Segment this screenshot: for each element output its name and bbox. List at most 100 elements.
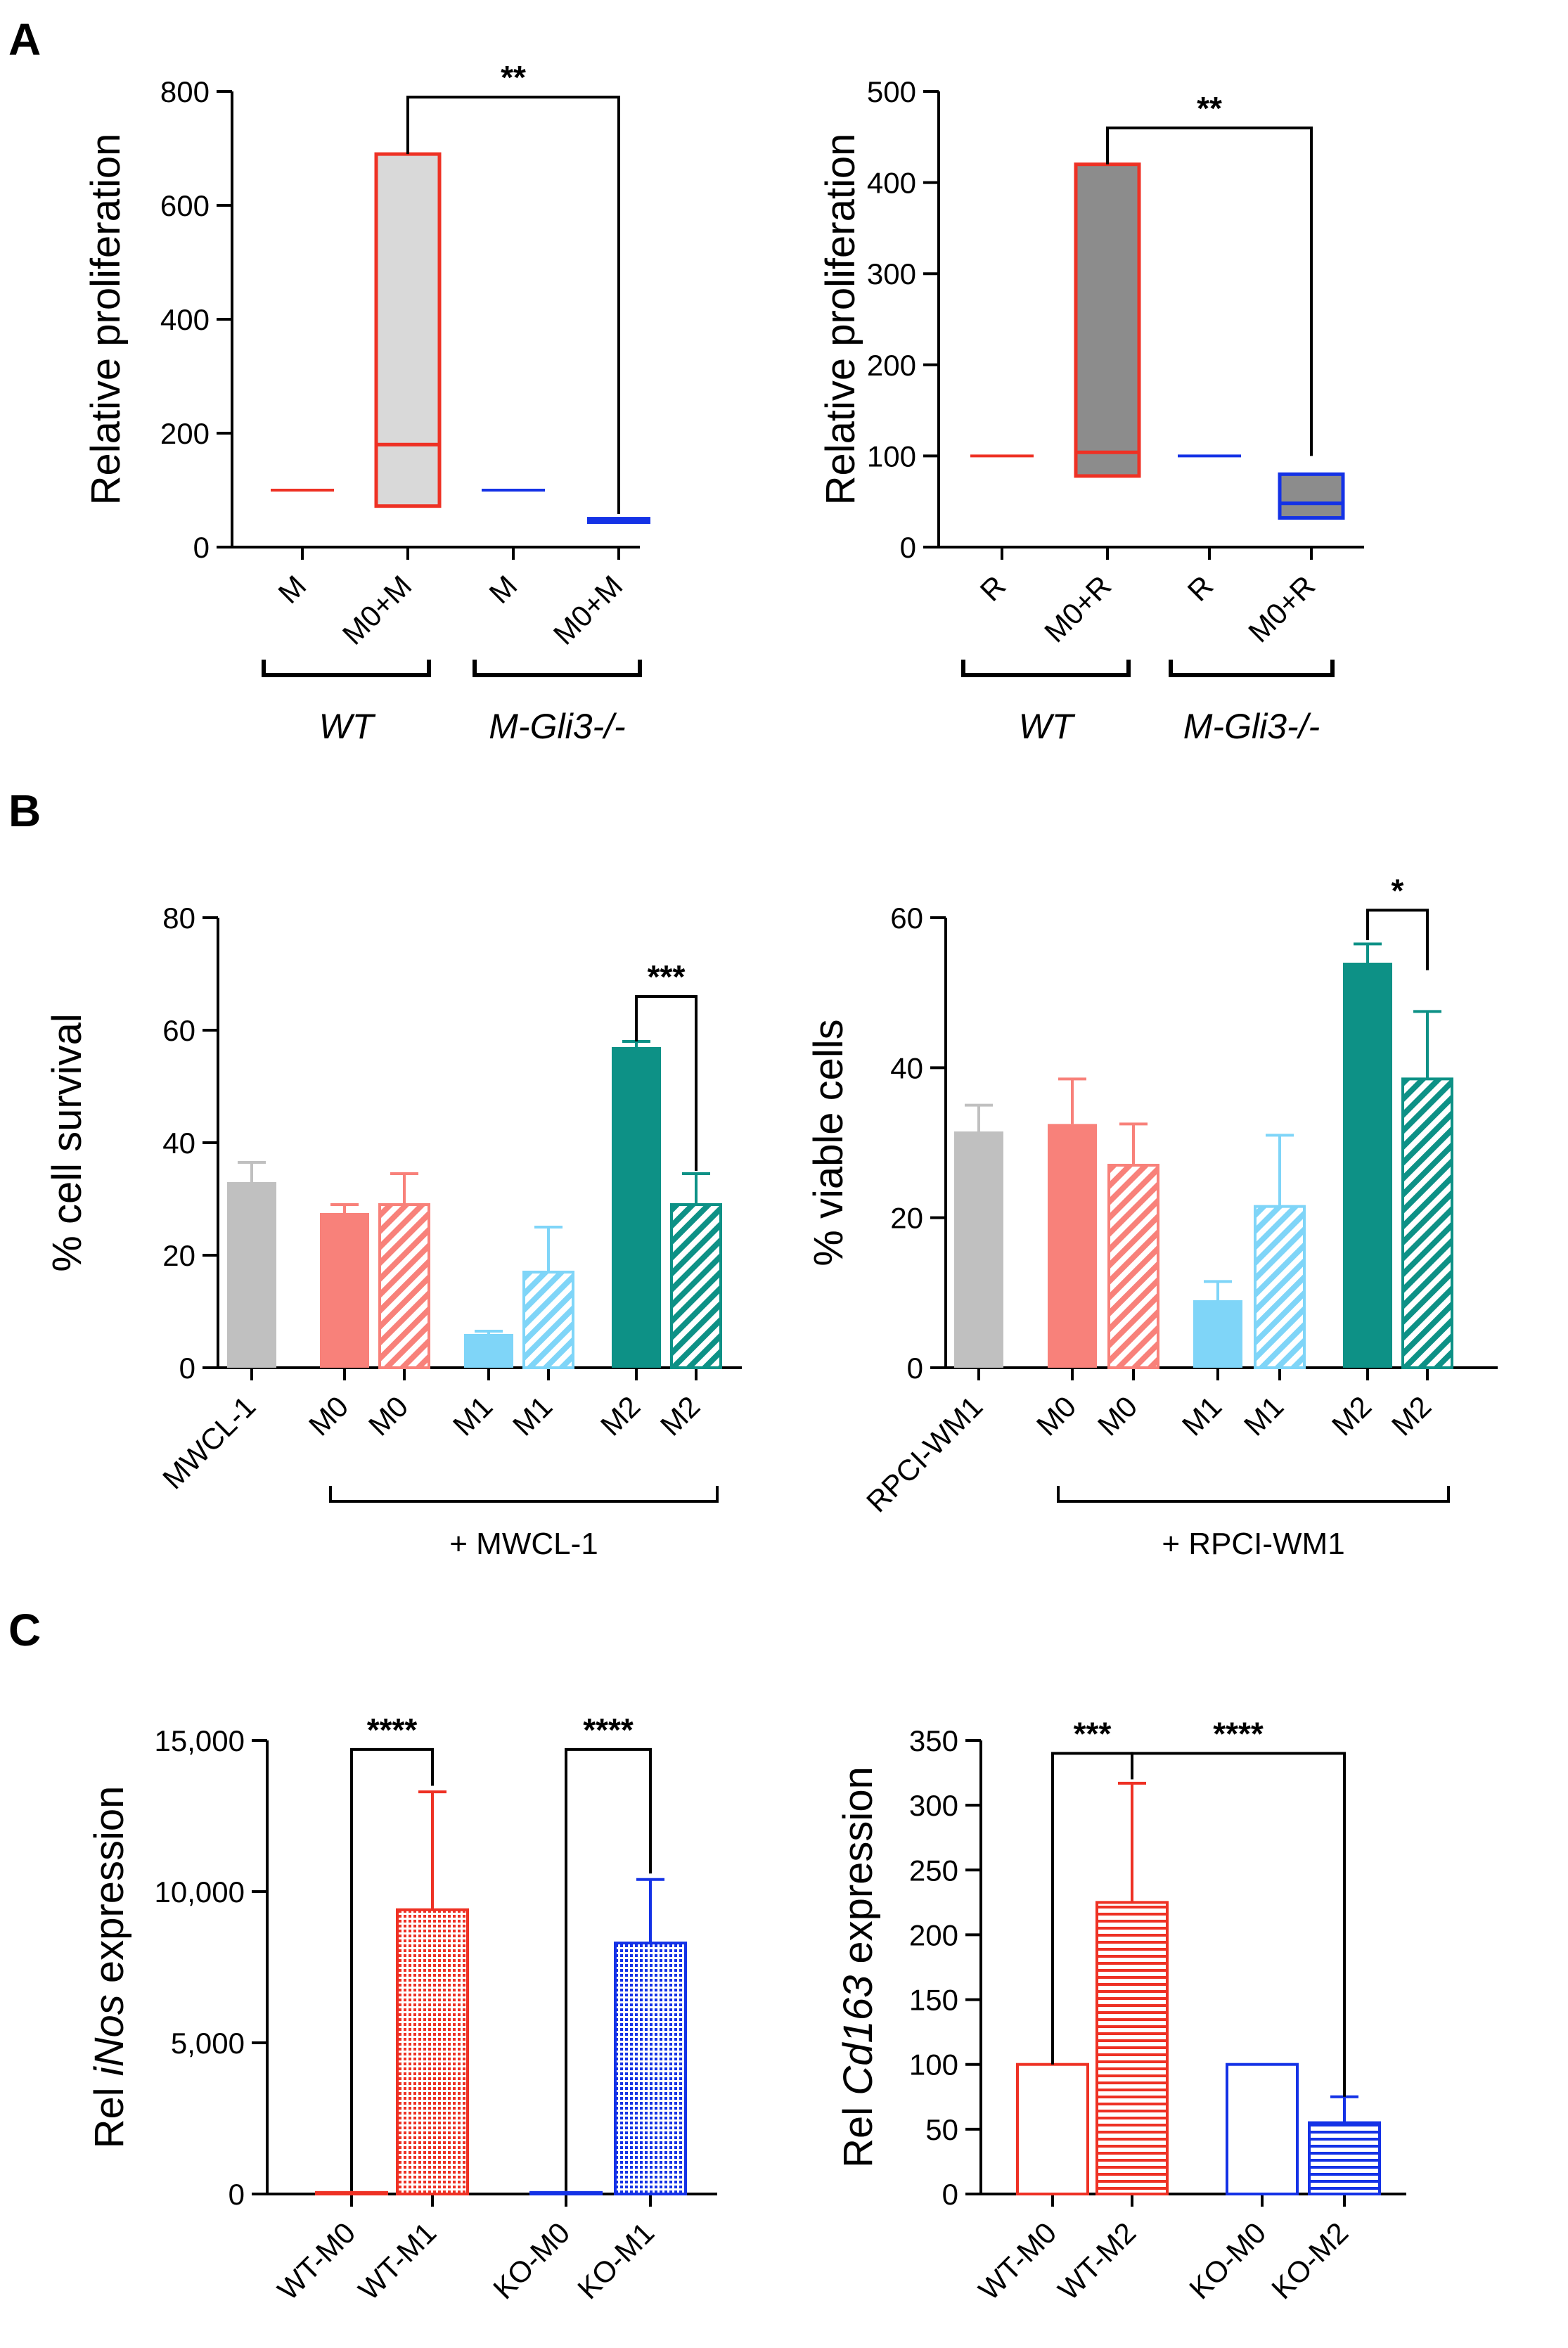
bar xyxy=(320,1213,369,1368)
x-tick-label: M0 xyxy=(1030,1390,1083,1442)
y-tick-label: 500 xyxy=(867,75,916,108)
panel-label-b: B xyxy=(8,785,41,836)
x-tick-label: M1 xyxy=(1176,1390,1228,1442)
bar xyxy=(315,2190,388,2196)
y-axis-label: Rel iNos expression xyxy=(86,1786,132,2149)
bar xyxy=(1048,1124,1097,1368)
significance-label: *** xyxy=(1074,1715,1112,1752)
significance-label: **** xyxy=(367,1712,418,1748)
y-tick-label: 400 xyxy=(867,167,916,200)
x-tick-label: M1 xyxy=(1238,1390,1290,1442)
y-axis-label-part: Rel xyxy=(835,2096,881,2168)
x-tick-label: M2 xyxy=(1385,1390,1438,1442)
y-axis-label: % cell survival xyxy=(44,1013,90,1271)
y-axis-label: Relative proliferation xyxy=(818,134,863,506)
x-tick-label: M xyxy=(271,569,312,610)
significance-bracket xyxy=(635,995,698,1171)
box xyxy=(587,517,650,525)
y-tick-label: 0 xyxy=(907,1352,923,1385)
bar xyxy=(670,1203,722,1369)
y-tick-label: 50 xyxy=(925,2113,958,2146)
y-tick-label: 200 xyxy=(909,1918,958,1951)
chart-a-left: 0 200 400 600 800 Relative proliferation M M0+M… xyxy=(83,59,650,746)
x-tick-label: M0 xyxy=(302,1390,355,1442)
x-tick-label: M0+M xyxy=(547,569,629,651)
y-tick-label: 80 xyxy=(162,902,195,935)
significance-label: **** xyxy=(1213,1715,1264,1752)
chart-b-right: 0 20 40 60 % viable cells RPCI-WM1 M0 M0 M1 M1 M2 M… xyxy=(806,872,1498,1561)
bar xyxy=(522,1271,574,1369)
y-tick-label: 600 xyxy=(160,189,210,222)
box xyxy=(374,152,442,508)
y-tick-label: 0 xyxy=(193,531,210,564)
bar xyxy=(529,2190,603,2196)
bar xyxy=(954,1131,1003,1368)
chart-c-left: 0 5,000 10,000 15,000 Rel iNos expression WT-… xyxy=(86,1712,717,2307)
bar xyxy=(1095,1901,1169,2196)
y-tick-label: 0 xyxy=(229,2178,245,2211)
bar xyxy=(1016,2062,1089,2196)
y-tick-label: 60 xyxy=(890,902,923,935)
x-tick-label: WT-M2 xyxy=(1051,2216,1142,2307)
group-label: + MWCL-1 xyxy=(449,1527,598,1561)
x-tick-label: M0 xyxy=(362,1390,415,1442)
box xyxy=(1074,162,1141,478)
x-tick-label: R xyxy=(974,569,1013,608)
x-tick-label: KO-M0 xyxy=(1183,2216,1272,2305)
y-tick-label: 0 xyxy=(942,2178,958,2211)
x-tick-label: RPCI-WM1 xyxy=(860,1390,989,1518)
significance-bracket xyxy=(350,1747,434,2191)
group-label: M-Gli3-/- xyxy=(1183,707,1320,746)
x-tick-label: KO-M0 xyxy=(487,2216,576,2305)
bar xyxy=(396,1908,469,2196)
x-tick-label: M0+R xyxy=(1242,569,1321,648)
group-label: M-Gli3-/- xyxy=(489,707,625,746)
x-tick-label: WT-M0 xyxy=(271,2216,361,2307)
bar xyxy=(1343,963,1392,1368)
panel-label-a: A xyxy=(8,14,41,65)
y-tick-label: 350 xyxy=(909,1724,958,1757)
x-tick-label: M2 xyxy=(1325,1390,1378,1442)
x-tick-label: M2 xyxy=(654,1390,707,1442)
group-label: WT xyxy=(319,707,376,746)
significance-label: ** xyxy=(1197,90,1222,127)
significance-bracket xyxy=(1366,909,1429,970)
panel-label-c: C xyxy=(8,1605,41,1655)
y-tick-label: 60 xyxy=(162,1014,195,1047)
y-tick-label: 400 xyxy=(160,303,210,336)
y-axis-label: Rel Cd163 expression xyxy=(835,1766,881,2168)
x-tick-label: M0+M xyxy=(336,569,418,651)
y-tick-label: 20 xyxy=(162,1239,195,1272)
y-tick-label: 0 xyxy=(179,1352,195,1385)
significance-bracket xyxy=(1131,1752,1346,2097)
y-tick-label: 40 xyxy=(890,1051,923,1084)
significance-bracket xyxy=(406,96,620,515)
significance-bracket xyxy=(565,1747,652,2191)
y-tick-label: 300 xyxy=(867,257,916,290)
y-axis-label-part: expression xyxy=(835,1766,881,1975)
y-axis-label: Relative proliferation xyxy=(83,134,129,506)
significance-label: * xyxy=(1392,872,1404,909)
y-tick-label: 20 xyxy=(890,1202,923,1235)
y-axis-label-part: expression xyxy=(86,1786,132,1995)
significance-label: **** xyxy=(583,1712,634,1748)
bar xyxy=(614,1942,687,2196)
x-tick-label: WT-M0 xyxy=(972,2216,1062,2307)
x-tick-label: M0 xyxy=(1091,1390,1144,1442)
x-tick-label: KO-M2 xyxy=(1265,2216,1354,2305)
group-bracket xyxy=(329,1486,719,1503)
y-tick-label: 300 xyxy=(909,1789,958,1822)
x-tick-label: KO-M1 xyxy=(571,2216,660,2305)
bar xyxy=(378,1203,430,1369)
x-tick-label: M1 xyxy=(506,1390,559,1442)
y-tick-label: 200 xyxy=(867,349,916,382)
significance-bracket xyxy=(1106,126,1313,456)
x-tick-label: R xyxy=(1181,569,1220,608)
y-axis-label-part: Relative proliferation xyxy=(818,134,863,506)
x-tick-label: WT-M1 xyxy=(352,2216,442,2307)
y-tick-label: 800 xyxy=(160,75,210,108)
bar xyxy=(1193,1300,1242,1368)
x-tick-label: M2 xyxy=(594,1390,647,1442)
significance-label: ** xyxy=(501,59,526,96)
